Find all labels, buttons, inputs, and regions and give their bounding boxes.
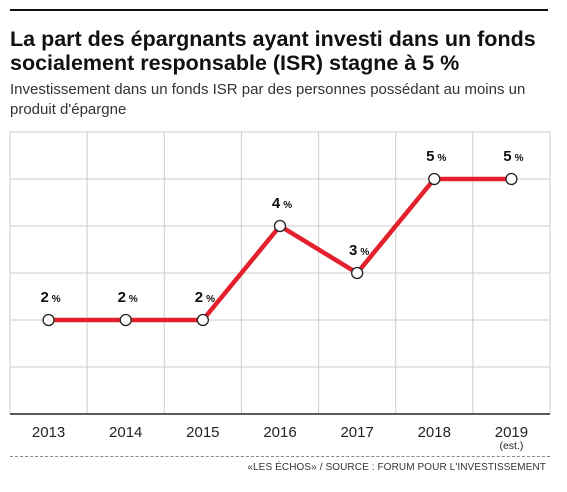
- x-tick-label: 2014: [109, 424, 142, 441]
- data-point: [505, 172, 518, 186]
- chart-subtitle: Investissement dans un fonds ISR par des…: [10, 81, 526, 118]
- data-point: [42, 313, 55, 327]
- data-point: [350, 266, 364, 280]
- data-label: 5%: [503, 148, 523, 165]
- x-tick-label: 2016: [263, 424, 296, 441]
- data-label: 3%: [349, 242, 369, 259]
- source-credit: «LES ÉCHOS» / SOURCE : FORUM POUR L'INVE…: [247, 462, 546, 473]
- top-rule: [10, 9, 548, 11]
- data-point: [428, 172, 441, 186]
- chart-title: La part des épargnants ayant investi dan…: [10, 27, 536, 75]
- x-tick-label: 2019: [495, 424, 528, 441]
- data-label: 2%: [118, 289, 138, 306]
- x-tick-label: 2018: [418, 424, 451, 441]
- x-tick-label: 2017: [340, 424, 373, 441]
- data-point: [119, 313, 132, 327]
- x-tick-label: 2015: [186, 424, 219, 441]
- x-tick-note: (est.): [499, 440, 523, 452]
- data-label: 4%: [272, 195, 292, 212]
- data-label: 2%: [195, 289, 215, 306]
- data-label: 5%: [426, 148, 446, 165]
- data-point: [273, 219, 287, 233]
- data-label: 2%: [40, 289, 60, 306]
- footer-rule: [10, 456, 550, 457]
- data-point: [196, 313, 210, 327]
- x-tick-label: 2013: [32, 424, 65, 441]
